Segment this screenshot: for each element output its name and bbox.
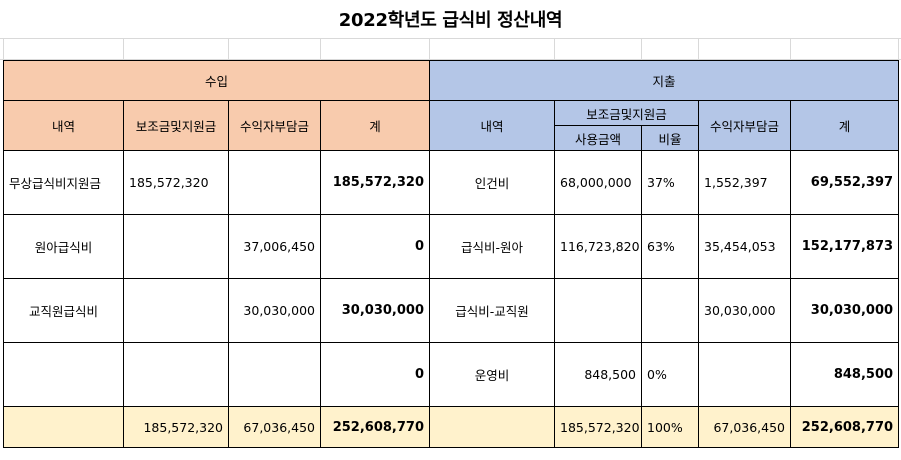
- income-subsidy-total-cell[interactable]: 185,572,320: [123, 406, 229, 448]
- income-grand-total-cell[interactable]: 252,608,770: [319, 406, 431, 448]
- income-self-pay-cell[interactable]: 37,006,450: [228, 214, 321, 279]
- ratio-cell[interactable]: 37%: [641, 150, 700, 215]
- expense-item-cell[interactable]: 인건비: [429, 150, 556, 215]
- income-group-header[interactable]: 수입: [2, 60, 431, 101]
- income-total-header[interactable]: 계: [319, 100, 431, 151]
- ratio-cell[interactable]: [641, 278, 700, 343]
- expense-self-pay-cell[interactable]: 35,454,053: [698, 214, 792, 279]
- column-header-row: 내역 보조금및지원금 수익자부담금 계 내역 보조금및지원금 수익자부담금 계: [3, 100, 900, 151]
- income-item-cell[interactable]: 원아급식비: [3, 214, 124, 279]
- expense-total-cell[interactable]: 69,552,397: [790, 150, 900, 215]
- expense-subsidy-header[interactable]: 보조금및지원금: [554, 100, 700, 126]
- amount-used-cell[interactable]: 848,500: [554, 342, 643, 407]
- empty-grid-row: [0, 38, 901, 60]
- expense-item-cell[interactable]: 운영비: [429, 342, 556, 407]
- expense-item-cell[interactable]: 급식비-교직원: [429, 278, 556, 343]
- totals-row: 185,572,320 67,036,450 252,608,770 185,5…: [3, 406, 900, 448]
- expense-self-pay-cell[interactable]: [698, 342, 792, 407]
- expense-total-cell[interactable]: 152,177,873: [790, 214, 900, 279]
- ratio-cell[interactable]: 63%: [641, 214, 700, 279]
- amount-used-cell[interactable]: 116,723,820: [554, 214, 643, 279]
- income-self-pay-cell[interactable]: [228, 150, 321, 215]
- ratio-header[interactable]: 비율: [641, 125, 700, 151]
- table-row: 0 운영비 848,500 0% 848,500: [3, 342, 900, 407]
- amount-used-cell[interactable]: 68,000,000: [554, 150, 643, 215]
- ratio-total-cell[interactable]: 100%: [641, 406, 700, 448]
- amount-used-total-cell[interactable]: 185,572,320: [554, 406, 643, 448]
- expense-item-total-cell[interactable]: [429, 406, 556, 448]
- expense-item-cell[interactable]: 급식비-원아: [429, 214, 556, 279]
- income-subsidy-cell[interactable]: [123, 278, 229, 343]
- income-subsidy-cell[interactable]: 185,572,320: [123, 150, 229, 215]
- amount-used-header[interactable]: 사용금액: [554, 125, 643, 151]
- expense-self-pay-cell[interactable]: 1,552,397: [698, 150, 792, 215]
- income-total-cell[interactable]: 185,572,320: [319, 150, 431, 215]
- ratio-cell[interactable]: 0%: [641, 342, 700, 407]
- income-item-header[interactable]: 내역: [3, 100, 124, 151]
- expense-self-pay-header[interactable]: 수익자부담금: [698, 100, 792, 151]
- expense-group-header[interactable]: 지출: [429, 60, 900, 101]
- income-subsidy-header[interactable]: 보조금및지원금: [123, 100, 229, 151]
- income-item-cell[interactable]: 무상급식비지원금: [3, 150, 124, 215]
- table-row: 교직원급식비 30,030,000 30,030,000 급식비-교직원 30,…: [3, 278, 900, 343]
- income-total-cell[interactable]: 30,030,000: [319, 278, 431, 343]
- expense-total-cell[interactable]: 848,500: [790, 342, 900, 407]
- table-row: 무상급식비지원금 185,572,320 185,572,320 인건비 68,…: [3, 150, 900, 215]
- settlement-table: 수입 지출 내역 보조금및지원금 수익자부담금 계 내역 보조금및지원금 수익자…: [2, 60, 900, 448]
- income-self-pay-cell[interactable]: 30,030,000: [228, 278, 321, 343]
- income-total-cell[interactable]: 0: [319, 342, 431, 407]
- income-item-cell[interactable]: 교직원급식비: [3, 278, 124, 343]
- expense-grand-total-cell[interactable]: 252,608,770: [790, 406, 900, 448]
- income-item-cell[interactable]: [3, 342, 124, 407]
- expense-self-pay-cell[interactable]: 30,030,000: [698, 278, 792, 343]
- expense-item-header[interactable]: 내역: [429, 100, 556, 151]
- expense-total-cell[interactable]: 30,030,000: [790, 278, 900, 343]
- income-subsidy-cell[interactable]: [123, 342, 229, 407]
- column-subheader-row: 사용금액 비율: [4, 125, 899, 151]
- expense-total-header[interactable]: 계: [790, 100, 900, 151]
- income-item-total-cell[interactable]: [3, 406, 124, 448]
- income-self-pay-header[interactable]: 수익자부담금: [228, 100, 321, 151]
- amount-used-cell[interactable]: [554, 278, 643, 343]
- income-self-pay-cell[interactable]: [228, 342, 321, 407]
- group-header-row: 수입 지출: [2, 60, 900, 101]
- income-self-pay-total-cell[interactable]: 67,036,450: [228, 406, 321, 448]
- table-row: 원아급식비 37,006,450 0 급식비-원아 116,723,820 63…: [3, 214, 900, 279]
- income-total-cell[interactable]: 0: [319, 214, 431, 279]
- sheet-title: 2022학년도 급식비 정산내역: [338, 10, 563, 31]
- income-subsidy-cell[interactable]: [123, 214, 229, 279]
- expense-self-pay-total-cell[interactable]: 67,036,450: [698, 406, 792, 448]
